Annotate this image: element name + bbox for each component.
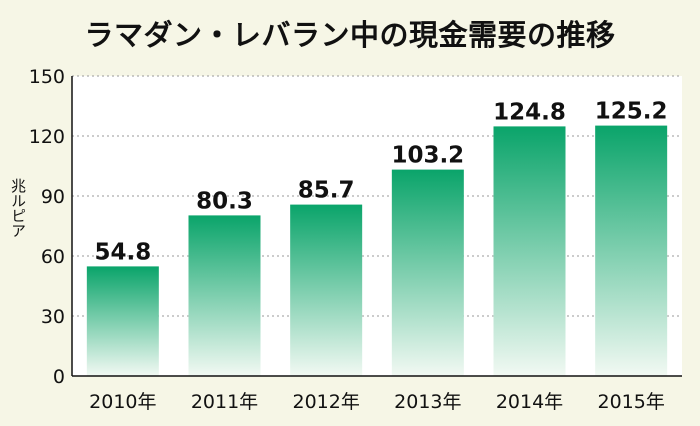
value-label: 125.2 — [595, 99, 668, 125]
x-tick-label: 2013年 — [394, 391, 461, 413]
plot-area — [72, 76, 682, 376]
bar-2013年 — [391, 169, 464, 376]
bar-2012年 — [290, 204, 363, 376]
bar-2011年 — [188, 215, 261, 376]
y-tick-label: 150 — [29, 66, 65, 88]
y-tick-label: 120 — [29, 126, 65, 148]
y-tick-label: 30 — [41, 306, 65, 328]
x-tick-label: 2015年 — [597, 391, 664, 413]
bar-2015年 — [595, 125, 668, 376]
value-label: 85.7 — [298, 178, 355, 204]
x-tick-label: 2014年 — [496, 391, 563, 413]
bar-2010年 — [86, 266, 159, 376]
x-tick-label: 2010年 — [89, 391, 156, 413]
y-tick-label: 0 — [53, 366, 65, 388]
y-tick-label: 90 — [41, 186, 65, 208]
y-tick-label: 60 — [41, 246, 65, 268]
value-label: 54.8 — [94, 239, 151, 265]
x-tick-label: 2012年 — [292, 391, 359, 413]
y-axis-label: 兆ルピア — [9, 178, 27, 238]
value-label: 80.3 — [196, 188, 253, 214]
bar-2014年 — [493, 126, 566, 377]
x-tick-label: 2011年 — [191, 391, 258, 413]
chart-title: ラマダン・レバラン中の現金需要の推移 — [84, 18, 616, 52]
value-label: 124.8 — [493, 99, 566, 125]
value-label: 103.2 — [391, 143, 464, 169]
